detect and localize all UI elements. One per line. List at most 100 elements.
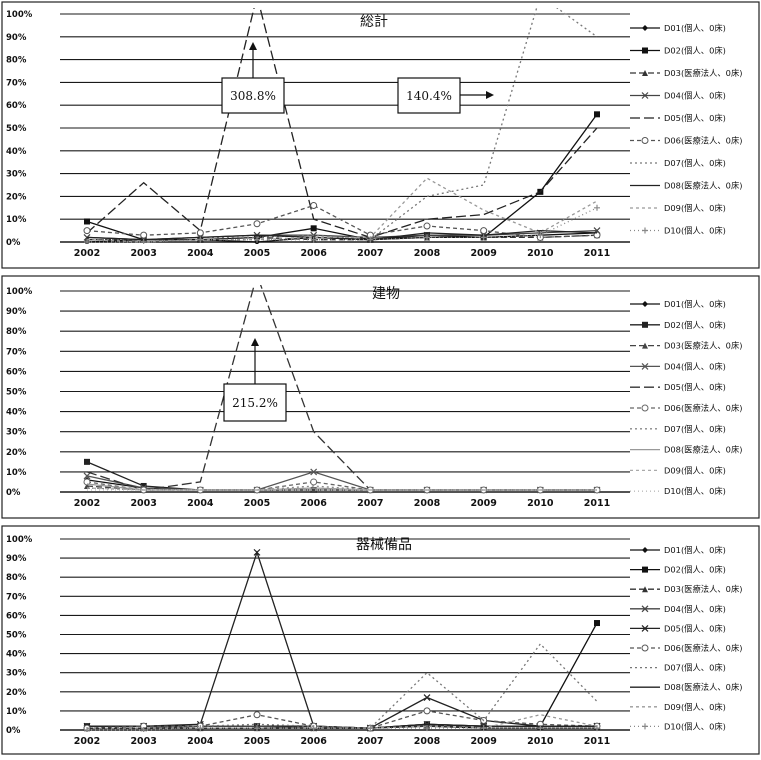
y-tick-label: 0% <box>6 726 21 736</box>
callout-arrowhead <box>251 338 259 346</box>
data-point-marker <box>641 404 649 412</box>
x-tick-label: 2006 <box>300 248 327 259</box>
legend-entry: D03(医療法人、0床) <box>664 584 742 594</box>
plot-area <box>83 8 601 244</box>
legend-entry: D05(個人、0床) <box>664 113 726 123</box>
y-tick-label: 100% <box>6 535 33 545</box>
legend-entry: D10(個人、0床) <box>664 486 726 496</box>
y-tick-label: 20% <box>6 688 27 698</box>
data-point-marker <box>642 70 648 76</box>
callout-box <box>221 77 285 114</box>
legend-entry: D08(医療法人、0床) <box>664 682 742 692</box>
panel-frame <box>1 1 760 269</box>
x-tick-label: 2010 <box>527 498 554 509</box>
data-point-marker <box>423 707 431 715</box>
data-point-marker <box>641 624 649 632</box>
data-point-marker <box>480 234 487 241</box>
y-tick-label: 50% <box>6 124 27 134</box>
series-d09 <box>86 177 598 243</box>
y-tick-label: 60% <box>6 611 27 621</box>
data-point-marker <box>594 725 600 732</box>
annotation-callout: 308.8% <box>221 42 285 114</box>
data-point-marker <box>253 711 261 719</box>
data-point-marker <box>196 229 204 237</box>
legend-entry: D03(医療法人、0床) <box>664 68 742 78</box>
data-point-marker <box>480 227 488 235</box>
callout-arrowhead <box>249 42 257 50</box>
panel-frame <box>1 275 760 519</box>
data-point-marker <box>641 137 649 144</box>
data-point-marker <box>642 47 648 54</box>
legend-entry: D01(個人、0床) <box>664 545 726 555</box>
series-line <box>87 643 598 729</box>
y-tick-label: 40% <box>6 408 27 418</box>
legend-entry: D01(個人、0床) <box>664 299 726 309</box>
x-tick-label: 2007 <box>357 498 383 509</box>
legend-entry: D04(個人、0床) <box>664 91 726 101</box>
legend-entry: D02(個人、0床) <box>664 320 726 330</box>
y-tick-label: 30% <box>6 669 27 679</box>
data-point-marker <box>642 342 648 349</box>
annotation-callout: 140.4% <box>397 77 494 114</box>
data-point-marker <box>140 727 147 732</box>
callout-label: 215.2% <box>232 396 278 410</box>
y-tick-label: 40% <box>6 650 27 660</box>
y-tick-label: 20% <box>6 192 27 202</box>
legend-entry: D02(個人、0床) <box>664 565 726 575</box>
y-tick-label: 60% <box>6 101 27 111</box>
callout-label: 308.8% <box>230 89 276 103</box>
x-tick-label: 2004 <box>187 736 214 747</box>
x-tick-label: 2003 <box>130 498 156 509</box>
y-tick-label: 80% <box>6 327 27 337</box>
legend-entry: D03(医療法人、0床) <box>664 341 742 351</box>
series-line <box>86 710 598 729</box>
y-tick-label: 40% <box>6 147 27 157</box>
data-point-marker <box>642 321 648 328</box>
data-point-marker <box>140 239 147 244</box>
x-tick-label: 2009 <box>470 498 496 509</box>
series-line <box>86 177 598 243</box>
series-d07 <box>87 643 598 729</box>
data-point-marker <box>310 486 317 493</box>
legend-entry: D04(個人、0床) <box>664 604 726 614</box>
chart-title: 器械備品 <box>356 537 412 553</box>
data-point-marker <box>310 725 317 732</box>
data-point-marker <box>84 239 90 244</box>
x-tick-label: 2005 <box>244 248 270 259</box>
legend-entry: D09(個人、0床) <box>664 702 726 712</box>
legend-entry: D10(個人、0床) <box>664 721 726 731</box>
y-tick-label: 50% <box>6 631 27 641</box>
data-point-marker <box>594 204 600 211</box>
x-tick-label: 2008 <box>414 736 441 747</box>
data-point-marker <box>423 694 431 701</box>
data-point-marker <box>253 220 261 228</box>
x-tick-label: 2006 <box>300 736 327 747</box>
legend-entry: D08(医療法人、0床) <box>664 445 742 455</box>
series-d05 <box>86 8 598 239</box>
y-tick-label: 10% <box>6 707 27 717</box>
data-point-marker <box>140 231 148 239</box>
data-point-marker <box>367 725 374 732</box>
x-tick-label: 2002 <box>74 736 100 747</box>
data-point-marker <box>642 547 648 553</box>
x-tick-label: 2008 <box>414 248 441 259</box>
x-tick-label: 2007 <box>357 248 383 259</box>
chart-panel-equipment: 0% 10% 20% 30% 40% 50% 60% 70% 80% 90% 100% 2002 200… <box>1 525 760 755</box>
series-line <box>86 229 598 241</box>
x-tick-label: 2010 <box>527 248 554 259</box>
y-tick-label: 100% <box>6 10 33 20</box>
data-point-marker <box>253 548 261 556</box>
x-tick-label: 2009 <box>470 736 496 747</box>
y-tick-label: 0% <box>6 238 21 248</box>
series-d08 <box>86 229 598 241</box>
legend-entry: D09(個人、0床) <box>664 465 726 475</box>
legend-entry: D06(医療法人、0床) <box>664 136 742 146</box>
data-point-marker <box>310 225 317 232</box>
data-point-marker <box>310 468 318 476</box>
legend-entry: D09(個人、0床) <box>664 203 726 213</box>
y-tick-label: 10% <box>6 468 27 478</box>
data-point-marker <box>83 478 91 486</box>
data-point-marker <box>480 725 487 732</box>
data-point-marker <box>424 234 430 241</box>
